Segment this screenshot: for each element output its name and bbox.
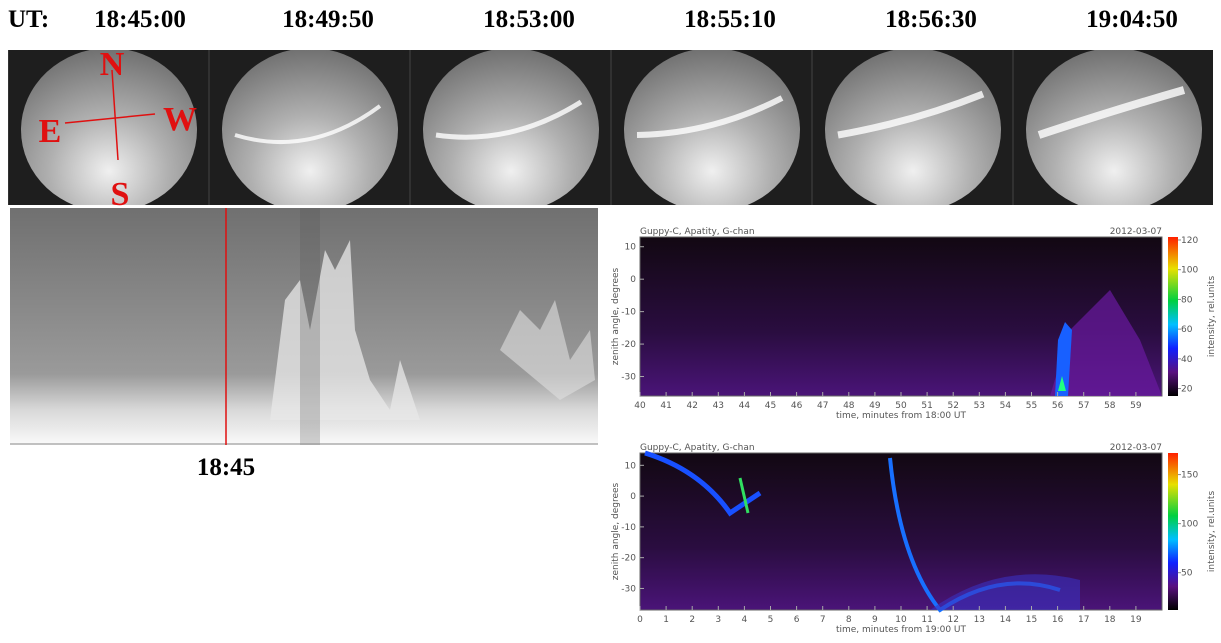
- x-tick-label: 6: [794, 615, 800, 625]
- time-label: 18:56:30: [885, 6, 977, 33]
- panel-date: 2012-03-07: [1110, 227, 1162, 237]
- x-tick-label: 17: [1078, 615, 1089, 625]
- x-tick-label: 14: [1000, 615, 1012, 625]
- x-axis-title: time, minutes from 18:00 UT: [836, 411, 967, 421]
- x-tick-label: 58: [1104, 401, 1116, 411]
- x-tick-label: 55: [1026, 401, 1037, 411]
- x-tick-label: 5: [768, 615, 774, 625]
- x-tick-label: 8: [846, 615, 852, 625]
- y-axis-title: zenith angle, degrees: [611, 267, 621, 365]
- x-tick-label: 57: [1078, 401, 1089, 411]
- x-tick-label: 16: [1052, 615, 1064, 625]
- keogram-marker-label: 18:45: [197, 454, 255, 481]
- x-tick-label: 18: [1104, 615, 1116, 625]
- y-tick-label: -30: [621, 584, 636, 594]
- y-tick-label: -30: [621, 373, 636, 383]
- x-tick-label: 51: [921, 401, 932, 411]
- compass-w: W: [163, 101, 197, 138]
- panel-date: 2012-03-07: [1110, 443, 1162, 453]
- y-tick-label: -10: [621, 308, 636, 318]
- x-tick-label: 49: [869, 401, 881, 411]
- ut-label: UT:: [8, 6, 49, 33]
- compass-e: E: [39, 113, 62, 150]
- time-label: 18:45:00: [94, 6, 186, 33]
- x-tick-label: 46: [791, 401, 803, 411]
- colorbar-tick-label: 60: [1181, 325, 1193, 335]
- x-tick-label: 41: [660, 401, 671, 411]
- x-tick-label: 59: [1130, 401, 1142, 411]
- x-tick-label: 40: [634, 401, 646, 411]
- time-label: 19:04:50: [1086, 6, 1178, 33]
- x-tick-label: 56: [1052, 401, 1064, 411]
- x-tick-label: 0: [637, 615, 643, 625]
- y-tick-label: 10: [625, 243, 637, 253]
- colorbar-tick-label: 150: [1181, 471, 1198, 481]
- panel-source: Guppy-C, Apatity, G-chan: [640, 227, 755, 237]
- y-tick-label: -20: [621, 340, 636, 350]
- panel-source: Guppy-C, Apatity, G-chan: [640, 443, 755, 453]
- x-tick-label: 1: [663, 615, 669, 625]
- colorbar-title: intensity, rel.units: [1207, 276, 1217, 358]
- x-tick-label: 11: [921, 615, 932, 625]
- colorbar-tick-label: 100: [1181, 520, 1198, 530]
- figure: UT: N E W S 18:45 Guppy-C, Apatity, G-ch…: [0, 0, 1221, 643]
- y-tick-label: 0: [630, 275, 636, 285]
- x-tick-label: 50: [895, 401, 907, 411]
- sky-disc: [624, 48, 800, 212]
- x-tick-label: 4: [742, 615, 748, 625]
- x-tick-label: 47: [817, 401, 828, 411]
- x-tick-label: 13: [974, 615, 985, 625]
- colorbar-tick-label: 20: [1181, 385, 1193, 395]
- x-tick-label: 10: [895, 615, 907, 625]
- y-tick-label: -10: [621, 523, 636, 533]
- x-tick-label: 53: [974, 401, 985, 411]
- colorbar-tick-label: 40: [1181, 355, 1193, 365]
- sky-disc: [222, 48, 398, 212]
- x-tick-label: 48: [843, 401, 855, 411]
- x-tick-label: 7: [820, 615, 826, 625]
- y-tick-label: 10: [625, 461, 637, 471]
- x-tick-label: 2: [689, 615, 695, 625]
- time-label: 18:49:50: [282, 6, 374, 33]
- keogram: 18:45: [10, 208, 598, 481]
- x-tick-label: 19: [1130, 615, 1142, 625]
- time-label: 18:53:00: [483, 6, 575, 33]
- x-tick-label: 3: [715, 615, 721, 625]
- x-tick-label: 43: [713, 401, 724, 411]
- colorbar-title: intensity, rel.units: [1207, 491, 1217, 573]
- x-tick-label: 44: [739, 401, 751, 411]
- x-tick-label: 12: [947, 615, 958, 625]
- x-tick-label: 42: [686, 401, 697, 411]
- x-tick-label: 52: [947, 401, 958, 411]
- compass-n: N: [100, 46, 125, 83]
- colorbar: [1168, 453, 1178, 610]
- colorbar-tick-label: 50: [1181, 569, 1193, 579]
- x-tick-label: 54: [1000, 401, 1012, 411]
- time-label: 18:55:10: [684, 6, 776, 33]
- colorbar-tick-label: 120: [1181, 236, 1198, 246]
- y-tick-label: 0: [630, 492, 636, 502]
- y-tick-label: -20: [621, 554, 636, 564]
- compass-s: S: [111, 176, 130, 213]
- x-tick-label: 9: [872, 615, 878, 625]
- colorbar: [1168, 237, 1178, 396]
- x-axis-title: time, minutes from 19:00 UT: [836, 625, 967, 635]
- x-tick-label: 15: [1026, 615, 1037, 625]
- y-axis-title: zenith angle, degrees: [611, 482, 621, 580]
- colorbar-tick-label: 80: [1181, 295, 1193, 305]
- colorbar-tick-label: 100: [1181, 266, 1198, 276]
- x-tick-label: 45: [765, 401, 776, 411]
